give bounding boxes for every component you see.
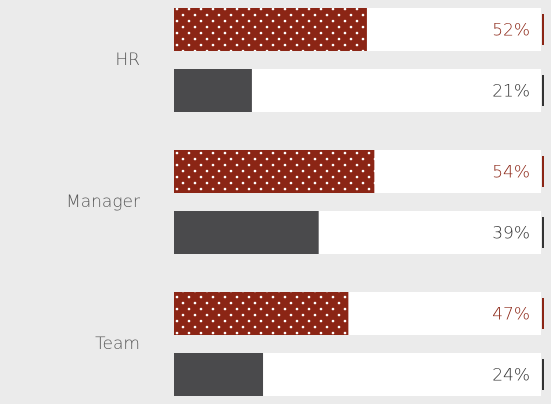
bar: [174, 353, 264, 396]
value-label: 47%: [492, 305, 530, 325]
value-label: 52%: [492, 21, 530, 41]
value-label: 39%: [492, 224, 530, 244]
value-label: 21%: [492, 82, 530, 102]
category-label: Team: [95, 334, 140, 354]
bar: [174, 211, 319, 254]
bar: [174, 150, 375, 193]
category-label: HR: [115, 50, 140, 70]
bar: [174, 69, 252, 112]
bar: [174, 292, 349, 335]
bar: [174, 8, 367, 51]
value-label: 24%: [492, 366, 530, 386]
value-label: 54%: [492, 163, 530, 183]
category-label: Manager: [66, 192, 140, 212]
